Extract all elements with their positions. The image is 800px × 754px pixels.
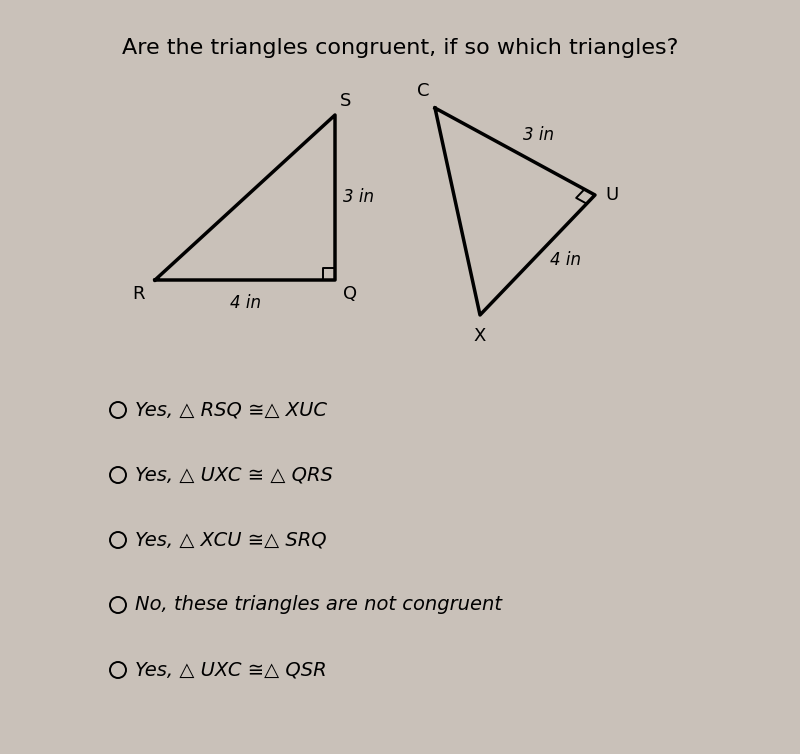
Text: Yes, △ XCU ≅△ SRQ: Yes, △ XCU ≅△ SRQ bbox=[135, 531, 326, 550]
Text: U: U bbox=[605, 186, 618, 204]
Text: 4 in: 4 in bbox=[230, 294, 261, 312]
Text: Are the triangles congruent, if so which triangles?: Are the triangles congruent, if so which… bbox=[122, 38, 678, 58]
Text: No, these triangles are not congruent: No, these triangles are not congruent bbox=[135, 596, 502, 615]
Text: C: C bbox=[418, 82, 430, 100]
Text: 3 in: 3 in bbox=[523, 125, 554, 143]
Text: 4 in: 4 in bbox=[550, 251, 581, 269]
Text: Yes, △ UXC ≅ △ QRS: Yes, △ UXC ≅ △ QRS bbox=[135, 465, 333, 485]
Text: X: X bbox=[474, 327, 486, 345]
Text: R: R bbox=[133, 285, 145, 303]
Text: Yes, △ UXC ≅△ QSR: Yes, △ UXC ≅△ QSR bbox=[135, 661, 326, 679]
Text: Yes, △ RSQ ≅△ XUC: Yes, △ RSQ ≅△ XUC bbox=[135, 400, 327, 419]
Text: S: S bbox=[340, 92, 351, 110]
Text: 3 in: 3 in bbox=[343, 188, 374, 207]
Text: Q: Q bbox=[343, 285, 357, 303]
